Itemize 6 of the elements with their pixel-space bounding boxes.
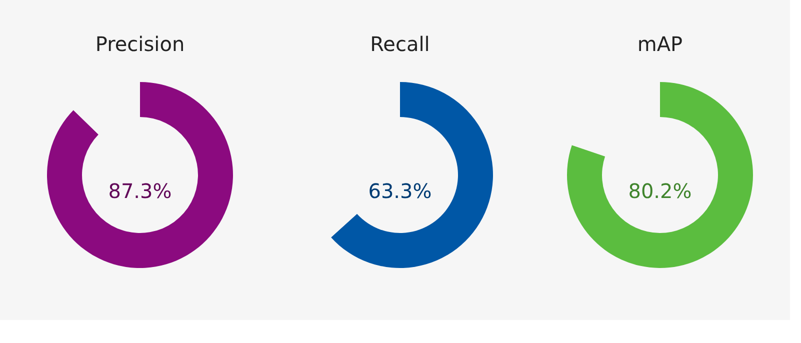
data-label: 63.3% (368, 179, 432, 203)
chart-title: Recall (370, 32, 430, 56)
data-label: 87.3% (108, 179, 172, 203)
chart-title: Precision (95, 32, 185, 56)
data-label: 80.2% (628, 179, 692, 203)
chart-title: mAP (637, 32, 683, 56)
